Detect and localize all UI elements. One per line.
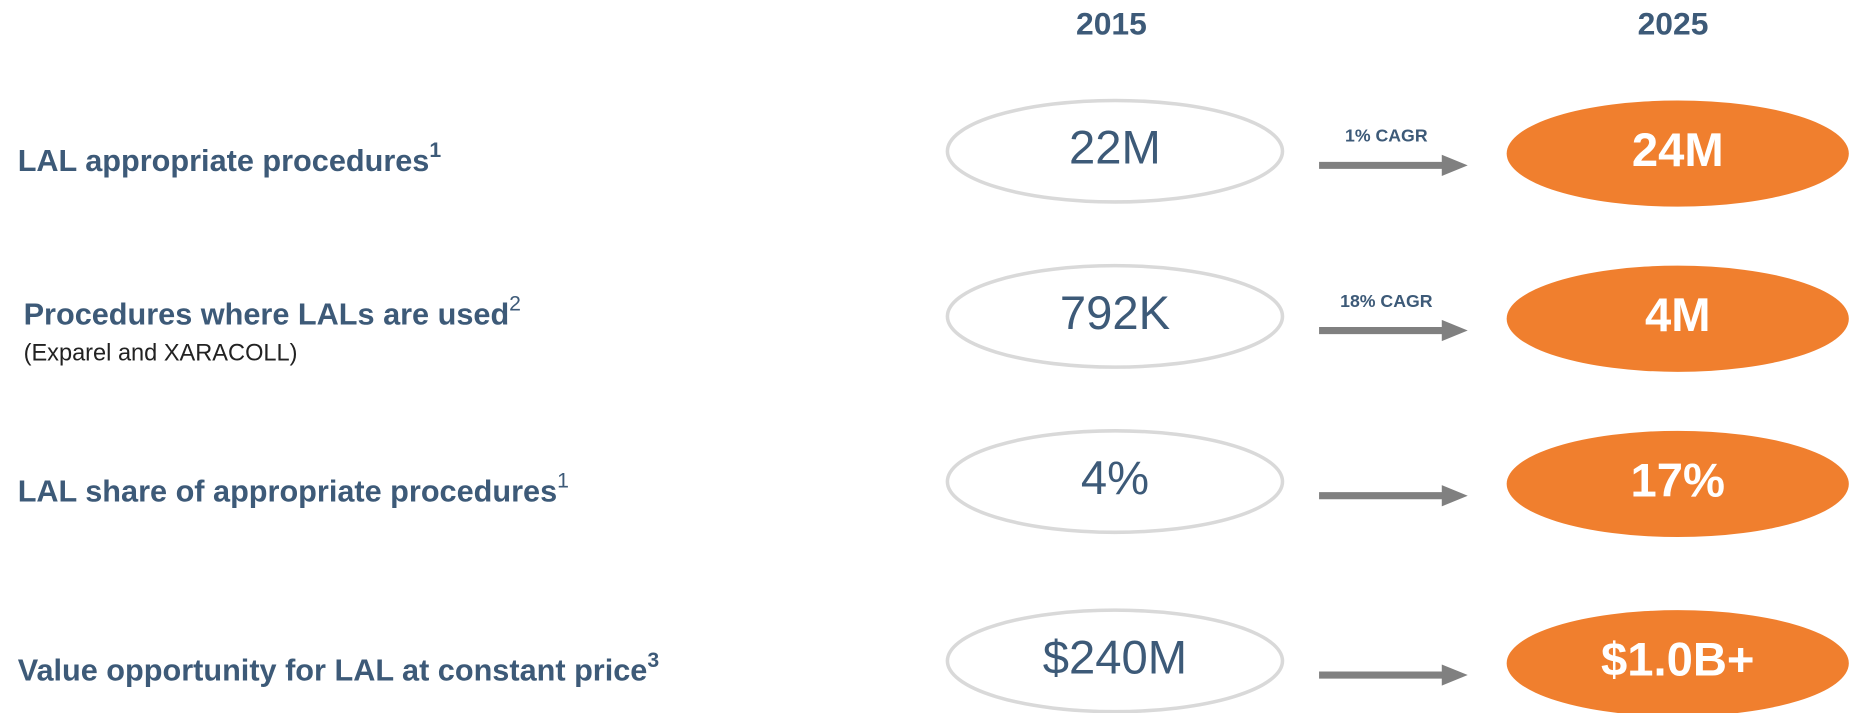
cagr-label: 18% CAGR [1340, 291, 1433, 311]
label-text: LAL share of appropriate procedures [18, 474, 557, 508]
value-2025: $1.0B+ [1601, 634, 1754, 687]
footnote-marker: 1 [429, 139, 441, 162]
value-2025: 24M [1632, 124, 1724, 177]
value-2025-oval [1506, 610, 1849, 713]
arrow-head [1441, 319, 1468, 342]
label-text: LAL appropriate procedures [18, 144, 430, 178]
cagr-label: 1% CAGR [1345, 126, 1428, 146]
footnote-marker: 1 [557, 469, 569, 492]
row-sublabel: (Exparel and XARACOLL) [24, 339, 298, 365]
value-2025: 4M [1645, 289, 1711, 342]
value-2015: 4% [1081, 452, 1149, 505]
label-text: Value opportunity for LAL at constant pr… [18, 654, 648, 688]
value-2015-oval [945, 98, 1285, 204]
arrow-head [1441, 664, 1468, 686]
row-label: LAL share of appropriate procedures1 [18, 469, 569, 508]
value-2015: 792K [1060, 287, 1170, 340]
year-header: 2015 [1076, 6, 1147, 42]
arrow-head [1441, 154, 1468, 176]
value-2015-oval [945, 608, 1285, 713]
value-2025-oval [1506, 265, 1849, 372]
row-label: Value opportunity for LAL at constant pr… [18, 649, 660, 688]
year-header: 2025 [1638, 6, 1709, 42]
row-label: Procedures where LALs are used2 [24, 292, 521, 331]
footnote-marker: 2 [509, 292, 521, 315]
value-2025-oval [1506, 100, 1849, 207]
row-label: LAL appropriate procedures1 [18, 139, 442, 178]
value-2015: 22M [1069, 122, 1161, 175]
value-2015-oval [945, 263, 1285, 369]
value-2025: 17% [1631, 454, 1725, 507]
value-2015-oval [945, 429, 1285, 535]
value-2025-oval [1506, 430, 1849, 538]
label-text: Procedures where LALs are used [24, 297, 510, 331]
value-2015: $240M [1043, 631, 1187, 684]
arrow-head [1441, 485, 1468, 507]
footnote-marker: 3 [647, 649, 659, 672]
